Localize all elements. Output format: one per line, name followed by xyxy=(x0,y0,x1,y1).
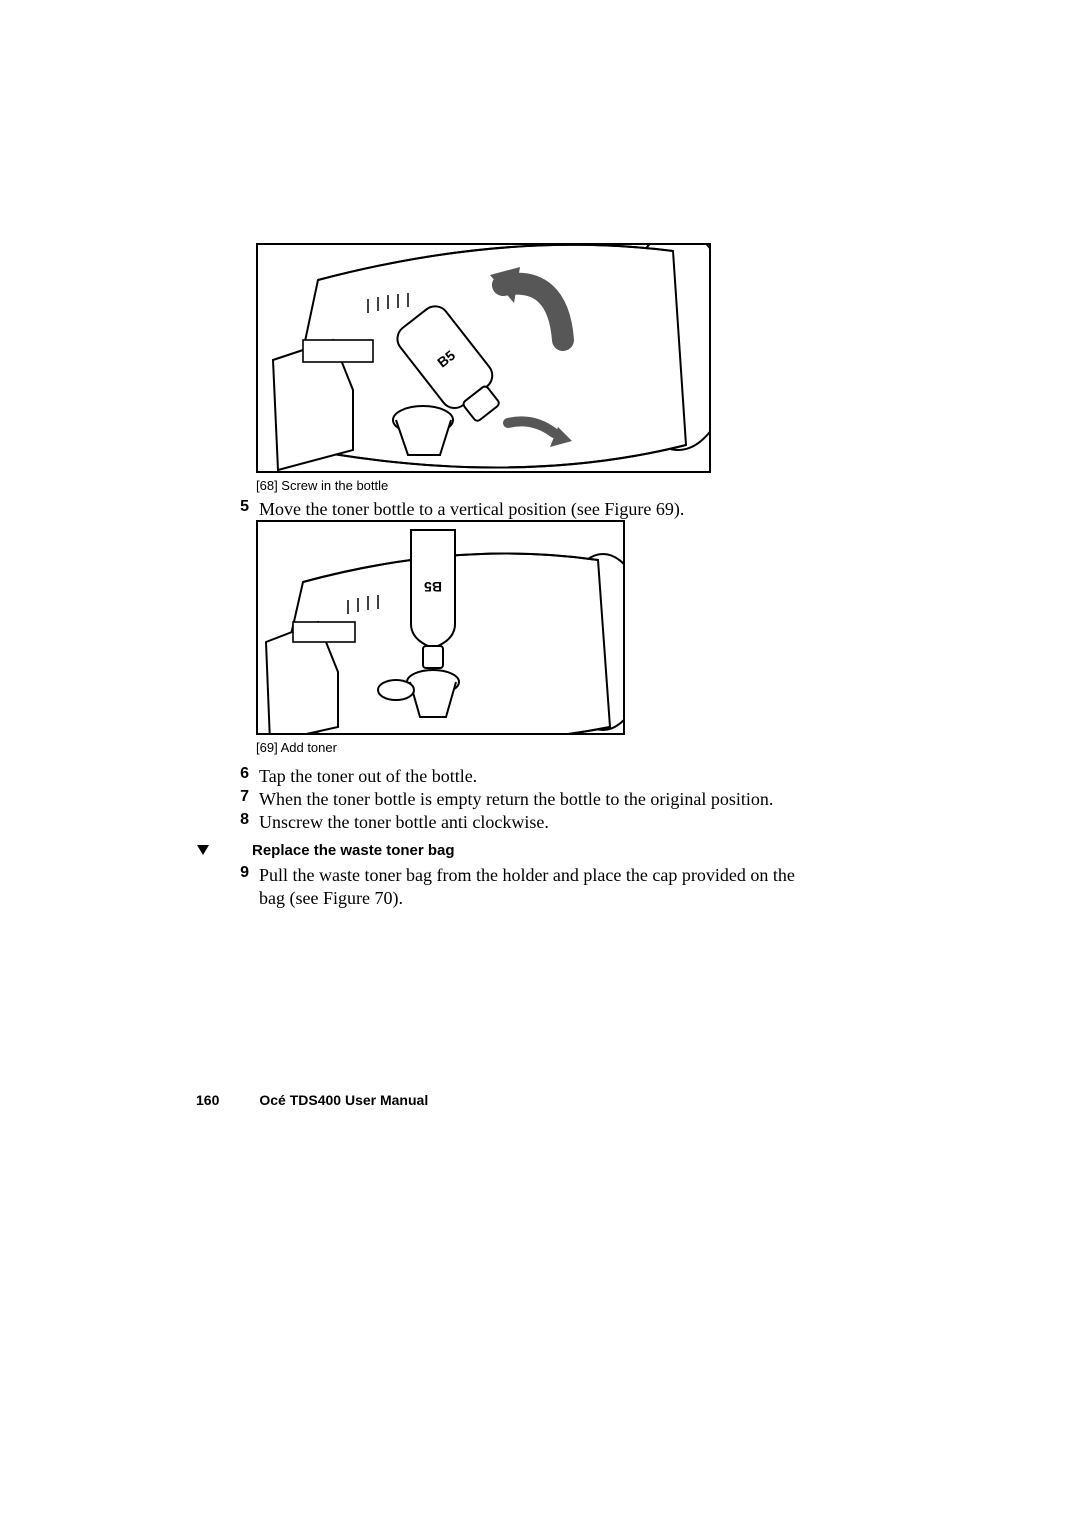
step-9: 9 Pull the waste toner bag from the hold… xyxy=(227,864,819,910)
figure-68-caption: [68] Screw in the bottle xyxy=(256,478,388,493)
section-marker-icon xyxy=(196,843,210,862)
step-5-number: 5 xyxy=(227,498,249,521)
step-7-number: 7 xyxy=(227,788,249,811)
page-footer: 160 Océ TDS400 User Manual xyxy=(196,1092,428,1108)
step-6-text: Tap the toner out of the bottle. xyxy=(259,765,477,788)
figure-68-svg: B5 xyxy=(258,245,711,473)
figure-69-caption: [69] Add toner xyxy=(256,740,337,755)
section-heading: Replace the waste toner bag xyxy=(252,842,455,859)
figure-68: B5 xyxy=(256,243,711,473)
step-7-text: When the toner bottle is empty return th… xyxy=(259,788,773,811)
step-6: 6 Tap the toner out of the bottle. xyxy=(227,765,477,788)
svg-text:B5: B5 xyxy=(424,579,442,595)
step-9-text: Pull the waste toner bag from the holder… xyxy=(259,864,819,910)
step-5: 5 Move the toner bottle to a vertical po… xyxy=(227,498,684,521)
figure-69-svg: B5 xyxy=(258,522,625,735)
step-7: 7 When the toner bottle is empty return … xyxy=(227,788,773,811)
step-5-text: Move the toner bottle to a vertical posi… xyxy=(259,498,684,521)
step-6-number: 6 xyxy=(227,765,249,788)
figure-69: B5 xyxy=(256,520,625,735)
manual-title: Océ TDS400 User Manual xyxy=(259,1092,428,1108)
step-9-number: 9 xyxy=(227,864,249,910)
page-number: 160 xyxy=(196,1092,219,1108)
step-8-number: 8 xyxy=(227,811,249,834)
step-8-text: Unscrew the toner bottle anti clockwise. xyxy=(259,811,549,834)
step-8: 8 Unscrew the toner bottle anti clockwis… xyxy=(227,811,549,834)
manual-page: B5 [68] Screw in the bottle 5 Move the t… xyxy=(0,0,1080,1528)
